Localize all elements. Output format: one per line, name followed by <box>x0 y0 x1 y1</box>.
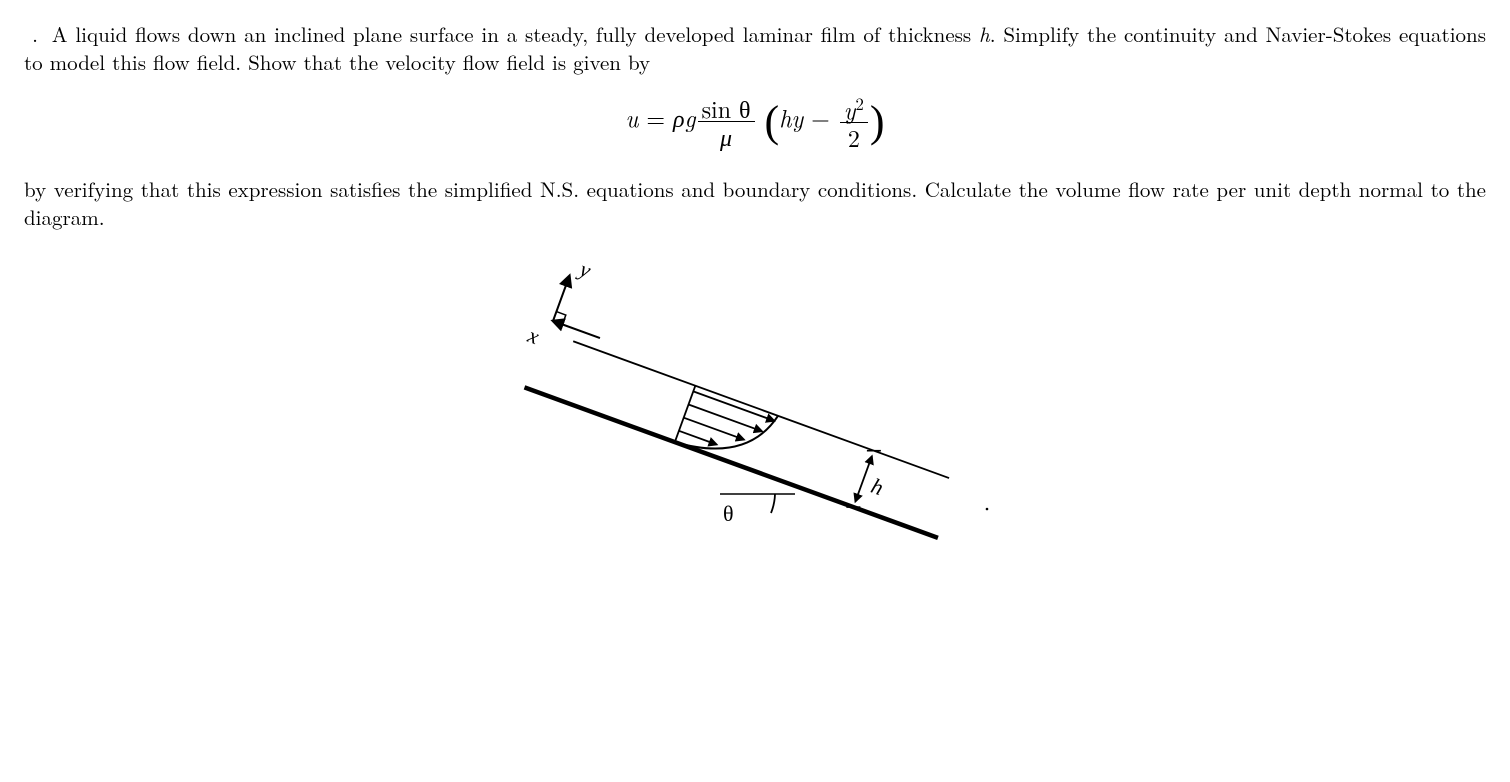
artifact-dot <box>986 508 989 511</box>
eq-frac2-num: y2 <box>840 95 868 123</box>
var-h: h <box>979 19 990 49</box>
eq-g: g <box>685 100 696 134</box>
y-axis <box>553 276 569 321</box>
problem-text-1: A liquid flows down an inclined plane su… <box>52 19 979 49</box>
problem-paragraph: . A liquid flows down an inclined plane … <box>24 20 1486 77</box>
diagram-container: y x <box>24 261 1486 567</box>
eq-frac-sin-mu: sin θ μ <box>698 96 755 148</box>
velocity-arrow-1 <box>679 431 717 445</box>
axes: y x <box>524 261 625 369</box>
followup-paragraph: by verifying that this expression satisf… <box>24 175 1486 232</box>
eq-frac2-den: 2 <box>840 123 868 149</box>
plane-group: h <box>524 329 960 540</box>
eq-minus: − <box>803 100 838 134</box>
eq-equals: = <box>638 100 673 134</box>
label-theta: θ <box>723 501 734 526</box>
eq-frac-den: μ <box>698 122 755 148</box>
eq-rparen: ) <box>870 97 885 146</box>
angle-arc <box>771 494 775 513</box>
eq-lparen: ( <box>765 97 780 146</box>
list-marker: . <box>24 20 38 48</box>
velocity-equation: u = ρg sin θ μ (hy − y2 2 ) <box>24 95 1486 149</box>
inclined-plane-diagram: y x <box>475 261 1035 567</box>
angle-group: θ <box>720 494 795 526</box>
eq-frac-y2-2: y2 2 <box>840 95 868 149</box>
label-y: y <box>575 261 595 283</box>
velocity-arrow-4 <box>693 392 774 421</box>
label-h: h <box>868 473 887 500</box>
label-x: x <box>524 322 543 349</box>
diagram-svg: y x <box>475 261 1035 561</box>
eq-u: u <box>625 100 638 134</box>
followup-text: by verifying that this expression satisf… <box>24 174 1486 232</box>
eq-frac-num: sin θ <box>698 96 755 122</box>
free-surface-line <box>573 342 949 479</box>
eq-rho: ρ <box>673 100 685 134</box>
velocity-arrow-3 <box>689 405 762 432</box>
eq-hy: hy <box>779 100 803 134</box>
